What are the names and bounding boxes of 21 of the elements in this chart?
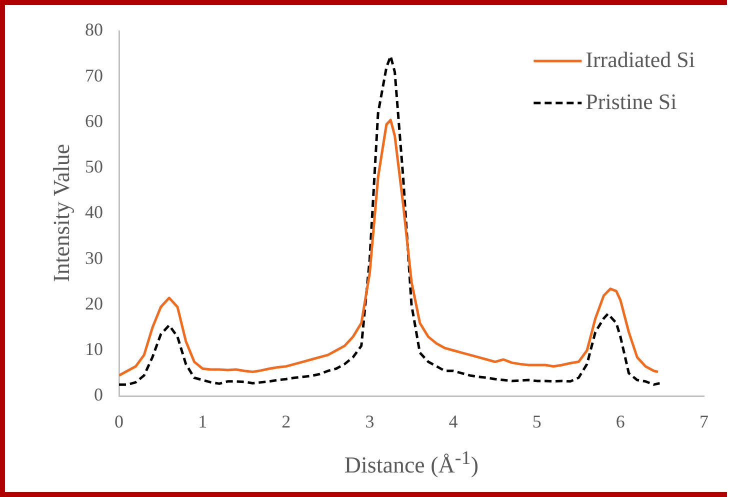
- y-tick-label: 30: [85, 248, 103, 268]
- y-tick-label: 10: [85, 339, 103, 360]
- y-tick-label: 70: [85, 65, 103, 86]
- y-tick-label: 40: [85, 202, 103, 222]
- y-tick-label: 0: [94, 384, 103, 405]
- legend-label: Pristine Si: [586, 88, 677, 114]
- y-tick-label: 60: [85, 110, 103, 131]
- x-tick-label: 6: [616, 412, 625, 432]
- x-tick-label: 1: [198, 412, 208, 432]
- x-tick-label: 4: [448, 412, 458, 432]
- y-tick-label: 50: [85, 156, 103, 177]
- x-tick-label: 2: [282, 412, 291, 432]
- x-tick-label: 0: [114, 412, 124, 432]
- y-tick-label: 80: [85, 20, 103, 40]
- x-tick-label: 3: [365, 412, 374, 432]
- x-tick-label: 5: [532, 412, 542, 432]
- y-tick-label: 20: [85, 293, 103, 314]
- legend-label: Irradiated Si: [586, 46, 696, 72]
- y-axis-title: Intensity Value: [49, 144, 75, 282]
- x-axis-title: Distance (Å$^{-1}$): [343, 448, 480, 479]
- x-tick-label: 7: [700, 412, 708, 432]
